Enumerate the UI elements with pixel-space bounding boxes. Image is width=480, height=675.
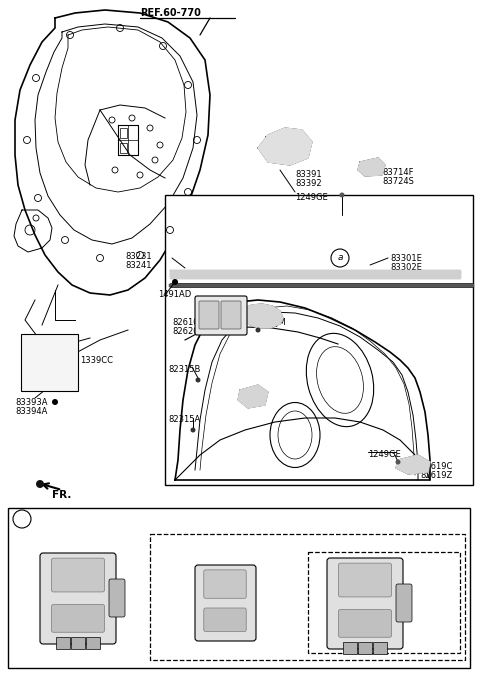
FancyBboxPatch shape [338,563,392,597]
Text: 93581F: 93581F [43,651,74,660]
FancyBboxPatch shape [358,642,372,654]
Text: 83391: 83391 [295,170,322,179]
Circle shape [255,327,261,333]
Text: 93580R: 93580R [168,569,200,578]
Bar [165,195,473,485]
FancyBboxPatch shape [396,584,412,622]
Text: 83714F: 83714F [382,168,413,177]
Text: (121020-130117): (121020-130117) [155,538,228,547]
Text: 93582A: 93582A [18,560,50,569]
Text: REF.60-770: REF.60-770 [140,8,201,18]
Text: 83302E: 83302E [390,263,422,272]
FancyBboxPatch shape [8,508,470,668]
Polygon shape [396,455,430,474]
Circle shape [396,460,400,464]
Circle shape [52,399,58,405]
Text: (W/SEAT WARMER): (W/SEAT WARMER) [313,556,392,565]
FancyBboxPatch shape [56,637,70,649]
Text: 1249LB: 1249LB [230,308,262,317]
Text: 93580R: 93580R [320,569,352,578]
FancyBboxPatch shape [86,637,100,649]
FancyBboxPatch shape [195,296,247,335]
Text: 83301E: 83301E [390,254,422,263]
FancyBboxPatch shape [40,553,116,644]
Text: 93580L: 93580L [168,560,199,569]
Text: 82619Z: 82619Z [420,471,452,480]
Polygon shape [258,128,312,165]
Text: 83241: 83241 [125,261,152,270]
Text: 82610: 82610 [172,318,199,327]
Text: 82620: 82620 [172,327,199,336]
Text: 1249GE: 1249GE [368,450,401,459]
Text: 93580A: 93580A [320,560,352,569]
Text: 83724S: 83724S [382,177,414,186]
FancyBboxPatch shape [327,558,403,649]
Text: FR.: FR. [52,490,72,500]
Circle shape [195,377,201,383]
Polygon shape [358,158,385,176]
Text: 83394A: 83394A [15,407,48,416]
FancyBboxPatch shape [338,610,392,637]
Text: 1249JM: 1249JM [255,318,286,327]
Polygon shape [238,385,268,408]
Text: a: a [19,514,25,524]
Text: 83393A: 83393A [15,398,48,407]
FancyBboxPatch shape [51,558,105,592]
FancyBboxPatch shape [109,579,125,617]
Text: 1249GE: 1249GE [295,193,328,202]
FancyBboxPatch shape [373,642,387,654]
Text: 83231: 83231 [125,252,152,261]
FancyBboxPatch shape [195,565,256,641]
Text: 82315B: 82315B [168,365,200,374]
Circle shape [339,192,345,198]
Text: 82315A: 82315A [168,415,200,424]
Text: a: a [337,254,343,263]
FancyBboxPatch shape [21,334,78,391]
FancyBboxPatch shape [71,637,85,649]
FancyBboxPatch shape [204,608,246,632]
Text: 1339CC: 1339CC [80,356,113,365]
Text: 1491AD: 1491AD [158,290,191,299]
Text: 82619C: 82619C [420,462,452,471]
FancyBboxPatch shape [343,642,357,654]
Circle shape [36,480,44,488]
Text: 83392: 83392 [295,179,322,188]
Circle shape [191,427,195,433]
FancyBboxPatch shape [265,136,303,158]
FancyBboxPatch shape [221,301,241,329]
Text: 93582B: 93582B [18,569,50,578]
FancyBboxPatch shape [199,301,219,329]
Bar [120,128,127,138]
Bar [120,143,127,153]
FancyBboxPatch shape [51,605,105,632]
Circle shape [172,279,178,285]
Circle shape [229,317,235,323]
Polygon shape [244,304,283,328]
FancyBboxPatch shape [204,570,246,598]
Polygon shape [170,270,460,278]
